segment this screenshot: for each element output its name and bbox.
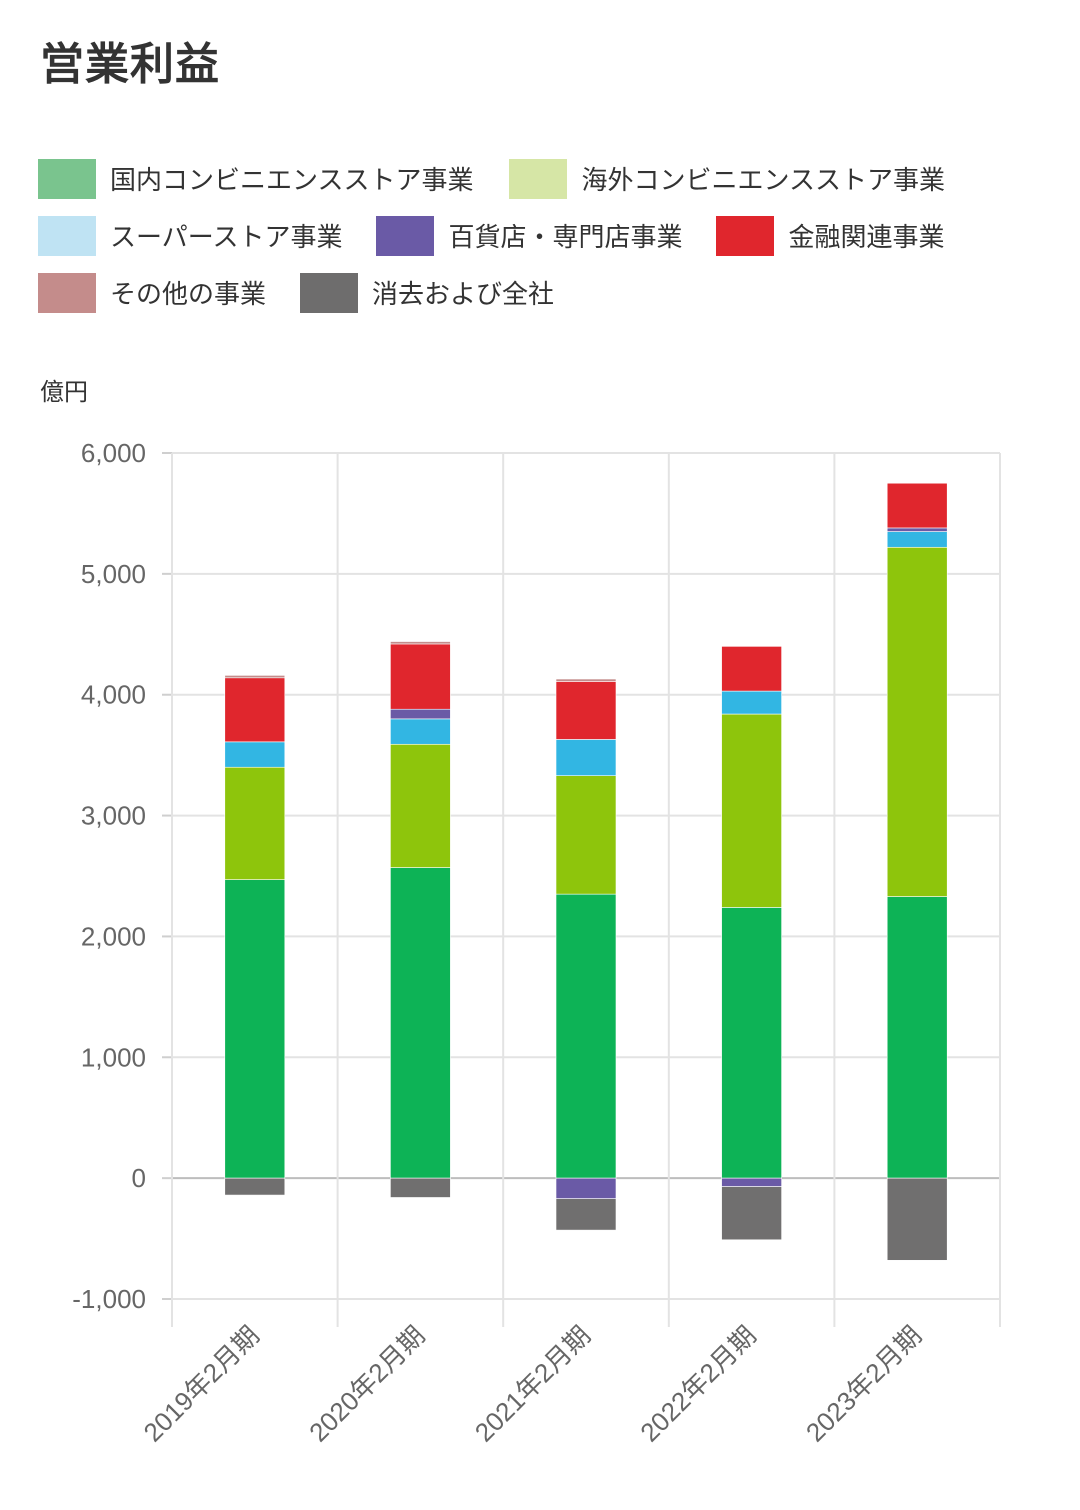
legend-item-domestic-cvs[interactable]: 国内コンビニエンスストア事業 bbox=[38, 158, 474, 199]
bar-segment bbox=[555, 678, 617, 682]
bar-segment bbox=[721, 646, 782, 692]
y-tick-label: 1,000 bbox=[81, 1042, 146, 1072]
bar-segment bbox=[555, 739, 617, 776]
legend-item-overseas-cvs[interactable]: 海外コンビニエンスストア事業 bbox=[509, 158, 945, 199]
bar-segment bbox=[886, 546, 948, 897]
bar-segment bbox=[390, 643, 451, 710]
bar-segment bbox=[224, 1177, 286, 1196]
bar-segment bbox=[390, 1177, 451, 1198]
x-tick-label: 2023年2月期 bbox=[800, 1320, 928, 1448]
y-axis-unit-label: 億円 bbox=[40, 378, 88, 406]
bar-segment bbox=[390, 708, 451, 720]
y-tick-label: 0 bbox=[132, 1163, 146, 1193]
bar-segment bbox=[390, 867, 451, 1179]
bar-segment bbox=[555, 893, 617, 1179]
bar-segment bbox=[555, 1177, 617, 1199]
bar-segment bbox=[390, 641, 451, 645]
legend-label: スーパーストア事業 bbox=[110, 223, 343, 253]
legend-row: その他の事業 消去および全社 bbox=[38, 264, 1048, 321]
bar-segment bbox=[886, 482, 948, 529]
legend-swatch bbox=[38, 158, 96, 199]
bar-segment bbox=[721, 690, 782, 715]
y-tick-label: 6,000 bbox=[81, 438, 146, 468]
bar-segment bbox=[886, 531, 948, 548]
chart-title: 営業利益 bbox=[40, 39, 220, 90]
legend-item-others[interactable]: その他の事業 bbox=[38, 272, 267, 313]
legend-label: 海外コンビニエンスストア事業 bbox=[581, 166, 945, 196]
legend-swatch bbox=[376, 215, 435, 256]
bar-segment bbox=[555, 681, 617, 740]
x-tick-label: 2022年2月期 bbox=[634, 1320, 762, 1448]
legend-swatch bbox=[716, 215, 775, 256]
bar-segment bbox=[390, 718, 451, 745]
legend-label: 消去および全社 bbox=[372, 280, 555, 310]
bar-segment bbox=[721, 1177, 782, 1187]
legend-item-department-store[interactable]: 百貨店・専門店事業 bbox=[376, 215, 683, 256]
legend-row: 国内コンビニエンスストア事業 海外コンビニエンスストア事業 bbox=[38, 150, 1048, 207]
legend-item-eliminations[interactable]: 消去および全社 bbox=[300, 272, 555, 313]
bar-segment bbox=[224, 741, 286, 768]
bar-segment bbox=[390, 743, 451, 868]
bar-segment bbox=[224, 675, 286, 679]
x-tick-label: 2021年2月期 bbox=[469, 1320, 597, 1448]
y-tick-label: -1,000 bbox=[72, 1284, 146, 1314]
x-tick-label: 2019年2月期 bbox=[138, 1320, 266, 1448]
bar-segment bbox=[886, 1177, 948, 1261]
y-tick-label: 2,000 bbox=[81, 921, 146, 951]
y-tick-label: 4,000 bbox=[81, 680, 146, 710]
bar-segment bbox=[224, 677, 286, 743]
legend-label: 国内コンビニエンスストア事業 bbox=[110, 166, 474, 196]
y-tick-label: 3,000 bbox=[81, 801, 146, 831]
bar-segment bbox=[721, 713, 782, 908]
bar-segment bbox=[721, 1186, 782, 1241]
legend-label: 金融関連事業 bbox=[788, 223, 945, 253]
legend-swatch bbox=[300, 272, 359, 313]
legend-row: スーパーストア事業 百貨店・専門店事業 金融関連事業 bbox=[38, 207, 1048, 264]
legend-item-superstore[interactable]: スーパーストア事業 bbox=[38, 215, 343, 256]
bar-segment bbox=[886, 527, 948, 532]
bar-segment bbox=[555, 1198, 617, 1231]
legend-label: 百貨店・専門店事業 bbox=[448, 223, 683, 253]
bar-segment bbox=[721, 907, 782, 1179]
legend: 国内コンビニエンスストア事業 海外コンビニエンスストア事業 スーパーストア事業 … bbox=[38, 150, 1048, 321]
y-tick-label: 5,000 bbox=[81, 559, 146, 589]
legend-label: その他の事業 bbox=[110, 280, 267, 310]
x-tick-label: 2020年2月期 bbox=[303, 1320, 431, 1448]
bar-segment bbox=[224, 766, 286, 880]
legend-swatch bbox=[38, 215, 96, 256]
bar-segment bbox=[886, 896, 948, 1179]
legend-swatch bbox=[509, 158, 568, 199]
bar-segment bbox=[224, 879, 286, 1179]
legend-swatch bbox=[38, 272, 96, 313]
bar-segment bbox=[555, 775, 617, 895]
legend-item-financial[interactable]: 金融関連事業 bbox=[716, 215, 945, 256]
